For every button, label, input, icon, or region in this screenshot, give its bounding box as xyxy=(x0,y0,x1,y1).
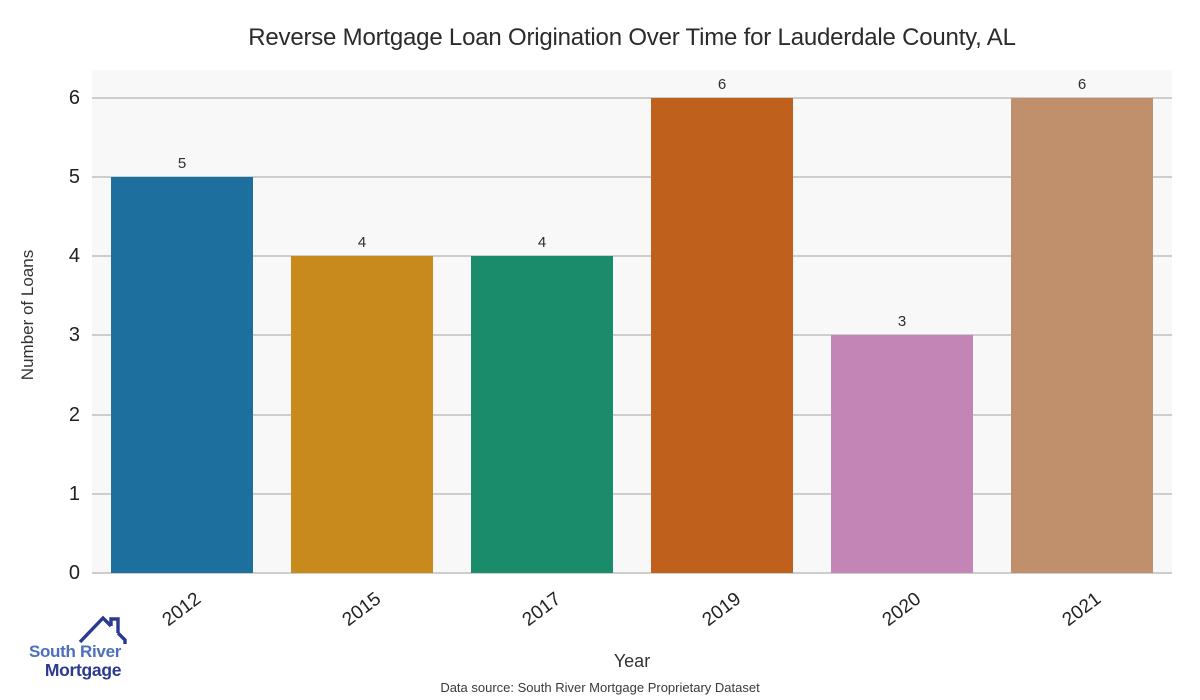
bar-value-label: 4 xyxy=(357,234,367,252)
bar-2012 xyxy=(111,176,253,573)
logo-text-line1: South River xyxy=(28,642,122,661)
y-tick-5: 5 xyxy=(68,165,80,188)
house-roof-icon xyxy=(78,615,127,644)
gridline xyxy=(92,175,1172,178)
y-tick-0: 0 xyxy=(68,562,80,584)
south-river-mortgage-logo: South River Mortgage xyxy=(16,614,134,688)
bar-value-label: 6 xyxy=(1077,75,1087,93)
plot-area: 5 4 4 6 3 6 xyxy=(92,70,1172,574)
chart-title: Reverse Mortgage Loan Origination Over T… xyxy=(248,24,1016,51)
y-tick-2: 2 xyxy=(68,403,80,426)
x-axis-label: Year xyxy=(613,651,651,671)
gridline xyxy=(92,255,1172,258)
gridline xyxy=(92,413,1172,416)
gridline xyxy=(92,96,1172,99)
bar-2021 xyxy=(1011,97,1153,573)
x-tick-2017: 2017 xyxy=(518,588,565,631)
x-tick-2012: 2012 xyxy=(158,588,205,631)
x-tick-2019: 2019 xyxy=(698,588,745,631)
gridline xyxy=(92,334,1172,337)
bar-2019 xyxy=(651,97,793,573)
x-tick-2015: 2015 xyxy=(338,588,385,631)
x-tick-2021: 2021 xyxy=(1058,588,1105,631)
bar-value-label: 4 xyxy=(537,234,547,252)
y-tick-3: 3 xyxy=(68,324,80,347)
bar-2017 xyxy=(471,256,613,573)
gridline xyxy=(92,572,1172,574)
bar-2015 xyxy=(291,256,433,573)
bar-value-label: 3 xyxy=(897,313,907,331)
x-tick-2020: 2020 xyxy=(878,588,925,631)
gridline xyxy=(92,492,1172,495)
logo-text-line2: Mortgage xyxy=(44,660,122,680)
y-tick-4: 4 xyxy=(68,245,80,268)
y-tick-1: 1 xyxy=(68,482,80,505)
bar-value-label: 6 xyxy=(717,75,727,93)
bar-value-label: 5 xyxy=(177,154,187,172)
bar-2020 xyxy=(831,335,973,573)
y-tick-6: 6 xyxy=(68,86,80,109)
data-source-note: Data source: South River Mortgage Propri… xyxy=(440,680,760,695)
